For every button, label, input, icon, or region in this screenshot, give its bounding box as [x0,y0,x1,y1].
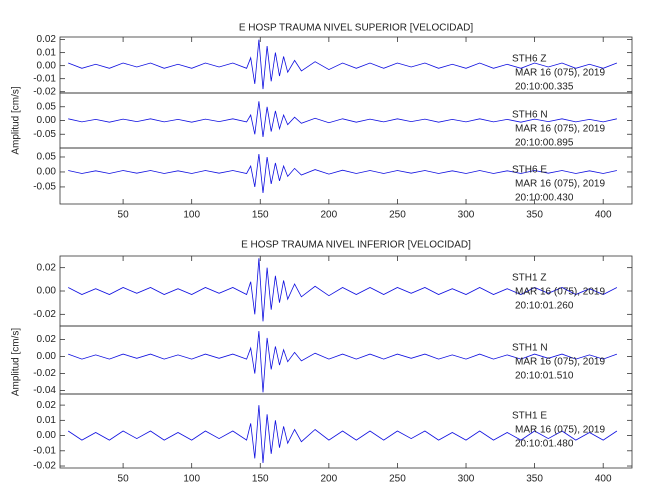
trace-frame [59,393,633,469]
station-label: STH1 Z [512,273,546,284]
station-label: STH1 N [512,343,548,354]
x-tick-label: 250 [389,474,406,485]
x-tick-label: 400 [595,474,612,485]
x-tick-label: 300 [458,210,475,221]
date-label: MAR 16 (075), 2019 [515,68,605,79]
y-tick-label: 0.05 [37,101,57,112]
x-tick-label: 150 [252,210,269,221]
y-tick-label: 0.02 [37,262,57,273]
y-tick-label: -0.05 [33,182,56,193]
x-tick-label: 50 [118,474,130,485]
x-tick-label: 100 [183,210,200,221]
y-tick-label: 0.00 [37,430,57,441]
y-tick-label: 0.00 [37,286,57,297]
time-label: 20:10:01.480 [515,439,574,450]
y-tick-label: 0.02 [37,34,57,45]
y-tick-label: 0.05 [37,152,57,163]
waveform [68,258,618,322]
x-tick-label: 200 [321,474,338,485]
chart-title: E HOSP TRAUMA NIVEL SUPERIOR [VELOCIDAD] [239,23,474,34]
y-tick-label: -0.02 [33,461,56,472]
x-tick-label: 150 [252,474,269,485]
station-label: STH6 E [512,165,547,176]
x-tick-label: 100 [183,474,200,485]
x-tick-label: 200 [321,210,338,221]
x-tick-label: 350 [526,474,543,485]
waveform [68,153,617,193]
x-tick-label: 350 [526,210,543,221]
time-label: 20:10:00.335 [515,82,574,93]
y-tick-label: 0.00 [37,60,57,71]
time-label: 20:10:00.895 [515,138,574,149]
x-tick-label: 400 [595,210,612,221]
y-tick-label: 0.00 [37,115,57,126]
waveform [68,39,618,90]
station-label: STH1 E [512,411,547,422]
date-label: MAR 16 (075), 2019 [515,287,605,298]
time-label: 20:10:00.430 [515,193,574,204]
station-label: STH6 Z [512,54,546,65]
y-tick-label: 0.01 [37,47,57,58]
x-tick-label: 250 [389,210,406,221]
trace-frame [59,147,633,205]
station-label: STH6 N [512,110,548,121]
date-label: MAR 16 (075), 2019 [515,357,605,368]
x-tick-label: 50 [118,210,130,221]
y-tick-label: 0.02 [37,400,57,411]
y-tick-label: -0.02 [33,368,56,379]
waveform [67,405,618,464]
waveform [68,331,618,393]
y-axis-label: Amplitud [cm/s] [11,328,22,397]
y-tick-label: -0.05 [33,129,56,140]
time-label: 20:10:01.510 [515,371,574,382]
y-axis-label: Amplitud [cm/s] [11,86,22,155]
y-tick-label: -0.01 [33,445,56,456]
y-tick-label: -0.04 [33,385,56,396]
date-label: MAR 16 (075), 2019 [515,425,605,436]
date-label: MAR 16 (075), 2019 [515,124,605,135]
y-tick-label: 0.01 [37,415,57,426]
date-label: MAR 16 (075), 2019 [515,179,605,190]
y-tick-label: -0.02 [33,309,56,320]
x-tick-label: 300 [458,474,475,485]
y-tick-label: 0.02 [37,334,57,345]
y-tick-label: 0.00 [37,167,57,178]
chart-title: E HOSP TRAUMA NIVEL INFERIOR [VELOCIDAD] [241,240,471,251]
y-tick-label: -0.02 [33,86,56,97]
waveform [68,101,617,138]
y-tick-label: 0.00 [37,351,57,362]
time-label: 20:10:01.260 [515,301,574,312]
y-tick-label: -0.01 [33,73,56,84]
